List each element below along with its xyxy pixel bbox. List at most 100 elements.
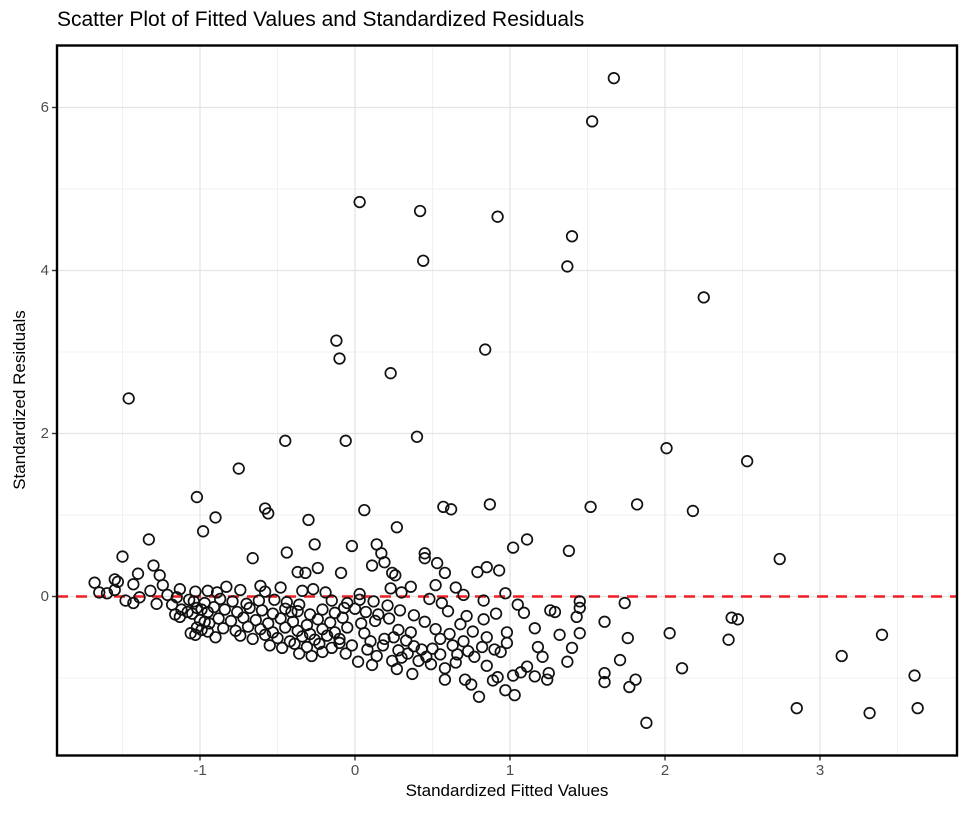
data-point (333, 632, 346, 646)
data-point (218, 603, 231, 616)
x-axis-title: Standardized Fitted Values (405, 781, 609, 800)
data-point (418, 552, 431, 565)
data-point (773, 552, 786, 566)
x-tick-label: 1 (505, 762, 515, 779)
data-point (407, 609, 421, 622)
data-point (493, 564, 506, 577)
data-point (311, 613, 324, 626)
data-point (339, 647, 352, 660)
data-point (454, 618, 467, 631)
data-point (279, 434, 292, 447)
data-point (531, 640, 545, 654)
y-tick-label: 0 (40, 587, 49, 605)
data-point (224, 614, 238, 628)
data-point (863, 706, 876, 720)
data-point (316, 603, 329, 616)
data-point (475, 640, 489, 654)
data-point (387, 631, 400, 644)
data-point (334, 566, 348, 580)
data-point (234, 629, 247, 642)
data-point (438, 662, 452, 675)
data-point (911, 702, 924, 715)
data-point (573, 627, 586, 640)
data-point (255, 604, 269, 617)
data-point (308, 538, 321, 551)
data-point (311, 561, 324, 575)
data-point (291, 605, 304, 618)
data-point (276, 641, 289, 654)
x-tick-label: 3 (815, 762, 825, 779)
data-point (506, 541, 520, 554)
data-point (361, 643, 374, 656)
data-point (621, 631, 634, 645)
x-tick-label: 0 (350, 762, 360, 779)
data-point (364, 635, 377, 648)
data-point (640, 716, 653, 729)
data-point (499, 684, 512, 697)
y-tick-label: 2 (40, 424, 49, 442)
data-point (480, 631, 493, 644)
data-point (268, 593, 281, 606)
data-point (623, 680, 636, 694)
data-point (424, 657, 438, 671)
data-point (429, 622, 442, 636)
data-point (203, 617, 216, 630)
data-point (319, 586, 332, 599)
data-point (302, 513, 315, 527)
data-point (542, 666, 555, 680)
data-point (142, 533, 156, 546)
data-point (384, 582, 397, 595)
data-point (131, 567, 145, 580)
data-point (418, 547, 431, 560)
data-point (423, 592, 436, 606)
data-point (291, 565, 304, 579)
data-point (241, 620, 255, 633)
data-point (280, 546, 293, 559)
data-point (480, 561, 493, 574)
data-point (88, 576, 101, 589)
data-point (243, 601, 256, 615)
data-point (330, 334, 343, 347)
data-point (460, 609, 473, 623)
data-point (618, 596, 631, 610)
data-point (108, 573, 121, 586)
data-point (365, 559, 379, 572)
data-point (359, 605, 373, 619)
data-point (875, 628, 889, 641)
data-point (499, 587, 512, 600)
data-point (660, 442, 673, 455)
data-point (488, 643, 501, 656)
data-point (598, 666, 611, 680)
data-point (144, 584, 157, 597)
data-point (570, 610, 583, 624)
data-point (520, 660, 534, 673)
data-point (429, 578, 442, 592)
data-point (480, 659, 493, 672)
data-point (686, 504, 700, 518)
data-point (500, 636, 514, 650)
data-point (407, 640, 421, 653)
data-point (293, 598, 306, 611)
data-point (457, 588, 470, 602)
data-point (494, 645, 507, 659)
data-point (417, 254, 430, 267)
data-point (378, 556, 391, 569)
data-point (367, 595, 380, 608)
data-point (234, 583, 247, 597)
data-point (517, 606, 531, 619)
data-point (457, 635, 470, 648)
data-point (232, 462, 245, 475)
data-point (303, 608, 317, 621)
data-point (307, 583, 320, 596)
data-point (406, 667, 419, 681)
data-point (339, 434, 352, 447)
data-point (630, 498, 644, 511)
data-point (790, 702, 803, 715)
data-point (486, 674, 500, 687)
data-point (477, 613, 490, 626)
data-point (351, 655, 365, 668)
data-point (226, 595, 239, 608)
data-point (835, 649, 848, 663)
data-point (506, 669, 520, 682)
